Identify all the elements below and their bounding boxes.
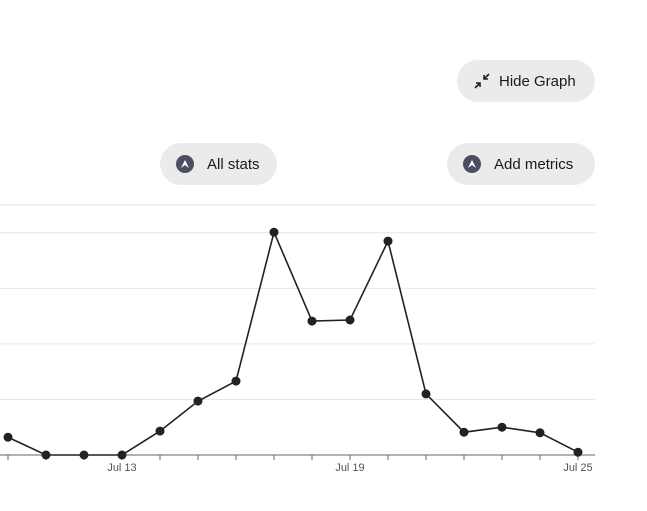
point xyxy=(345,315,355,325)
point xyxy=(497,422,507,432)
point xyxy=(421,389,431,399)
x-tick-label: Jul 13 xyxy=(107,462,136,474)
icon xyxy=(176,155,194,173)
point xyxy=(383,236,393,246)
point xyxy=(459,427,469,437)
line xyxy=(7,229,579,456)
point xyxy=(79,450,89,460)
point xyxy=(117,450,127,460)
add-metrics-button[interactable]: Add metrics xyxy=(447,143,595,185)
all-stats-button[interactable]: All stats xyxy=(160,143,277,185)
point xyxy=(269,227,279,237)
point xyxy=(193,396,203,406)
collapse-icon xyxy=(474,73,490,89)
point xyxy=(231,376,241,386)
x-tick-label: Jul 25 xyxy=(563,462,592,474)
point xyxy=(573,447,583,457)
point xyxy=(307,316,317,326)
hide-graph-button[interactable]: Hide Graph xyxy=(457,60,595,102)
point xyxy=(535,428,545,438)
point xyxy=(155,426,165,436)
point xyxy=(41,450,51,460)
label: Add metrics xyxy=(494,155,574,173)
label: Hide Graph xyxy=(499,72,576,90)
point xyxy=(3,432,13,442)
icon xyxy=(463,155,481,173)
x-tick-label: Jul 19 xyxy=(335,462,364,474)
label: All stats xyxy=(207,155,260,173)
